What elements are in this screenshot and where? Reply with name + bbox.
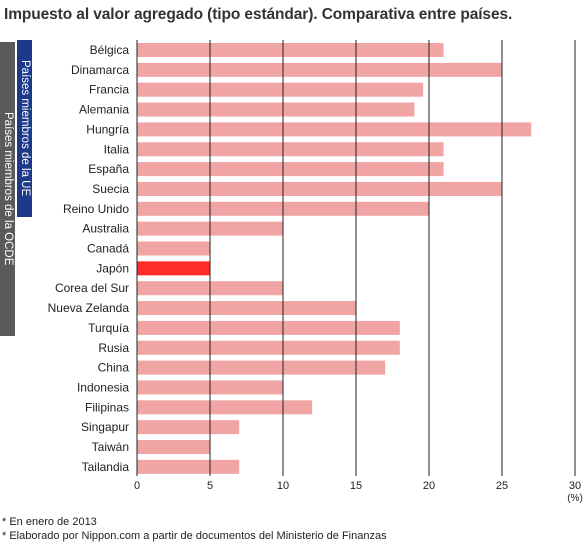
bar xyxy=(137,241,210,256)
bar xyxy=(137,162,444,177)
group-band-ocde: Países miembros de la OCDE xyxy=(0,42,15,336)
bar xyxy=(137,440,210,454)
bar xyxy=(137,181,502,196)
bar xyxy=(137,122,532,137)
category-label: Rusia xyxy=(98,341,129,355)
category-label: Bélgica xyxy=(90,43,130,57)
x-tick-label: 20 xyxy=(423,480,435,492)
bar xyxy=(137,43,444,57)
category-label: Suecia xyxy=(92,182,129,196)
category-label: Canadá xyxy=(87,242,129,256)
category-label: China xyxy=(98,361,130,375)
category-label: Singapur xyxy=(81,420,129,434)
category-label: Corea del Sur xyxy=(55,281,129,295)
bar xyxy=(137,301,356,316)
x-tick-label: 15 xyxy=(350,480,362,492)
footnote-source: * Elaborado por Nippon.com a partir de d… xyxy=(2,530,387,542)
group-label-ue: Países miembros de la UE xyxy=(19,60,31,197)
category-label: Tailandia xyxy=(82,460,130,474)
bar xyxy=(137,400,313,415)
group-label-ocde: Países miembros de la OCDE xyxy=(2,112,14,266)
category-label: Australia xyxy=(82,222,129,236)
bar xyxy=(137,340,400,355)
category-label: Alemania xyxy=(79,103,129,117)
category-label: Indonesia xyxy=(77,380,129,394)
category-label: Reino Unido xyxy=(63,202,129,216)
bar xyxy=(137,320,400,335)
category-label: Nueva Zelanda xyxy=(48,301,130,315)
bar xyxy=(137,102,415,117)
category-label: España xyxy=(88,162,129,176)
category-label: Taiwán xyxy=(92,440,129,454)
bar xyxy=(137,62,502,77)
bar xyxy=(137,82,424,97)
x-tick-label: 0 xyxy=(134,480,140,492)
bar xyxy=(137,261,210,276)
chart-title: Impuesto al valor agregado (tipo estánda… xyxy=(4,6,513,23)
group-band-ue: Países miembros de la UE xyxy=(17,40,32,217)
x-tick-label: 25 xyxy=(496,480,508,492)
bar xyxy=(137,420,240,435)
bar xyxy=(137,360,386,375)
category-label: Filipinas xyxy=(85,400,129,414)
category-label: Italia xyxy=(104,142,130,156)
footnote-date: * En enero de 2013 xyxy=(2,516,97,528)
category-label: Dinamarca xyxy=(71,63,129,77)
category-label: Hungría xyxy=(86,122,129,136)
category-label: Turquía xyxy=(88,321,129,335)
category-label: Japón xyxy=(96,261,129,275)
x-tick-label: 30 xyxy=(569,480,581,492)
category-label: Francia xyxy=(89,83,129,97)
x-tick-label: 5 xyxy=(207,480,213,492)
x-tick-label: 10 xyxy=(277,480,289,492)
unit-label: (%) xyxy=(567,493,583,504)
bar xyxy=(137,459,240,474)
bar xyxy=(137,142,444,157)
bar-chart: Bélgica Dinamarca Francia Alemania Hungría It… xyxy=(48,40,583,504)
